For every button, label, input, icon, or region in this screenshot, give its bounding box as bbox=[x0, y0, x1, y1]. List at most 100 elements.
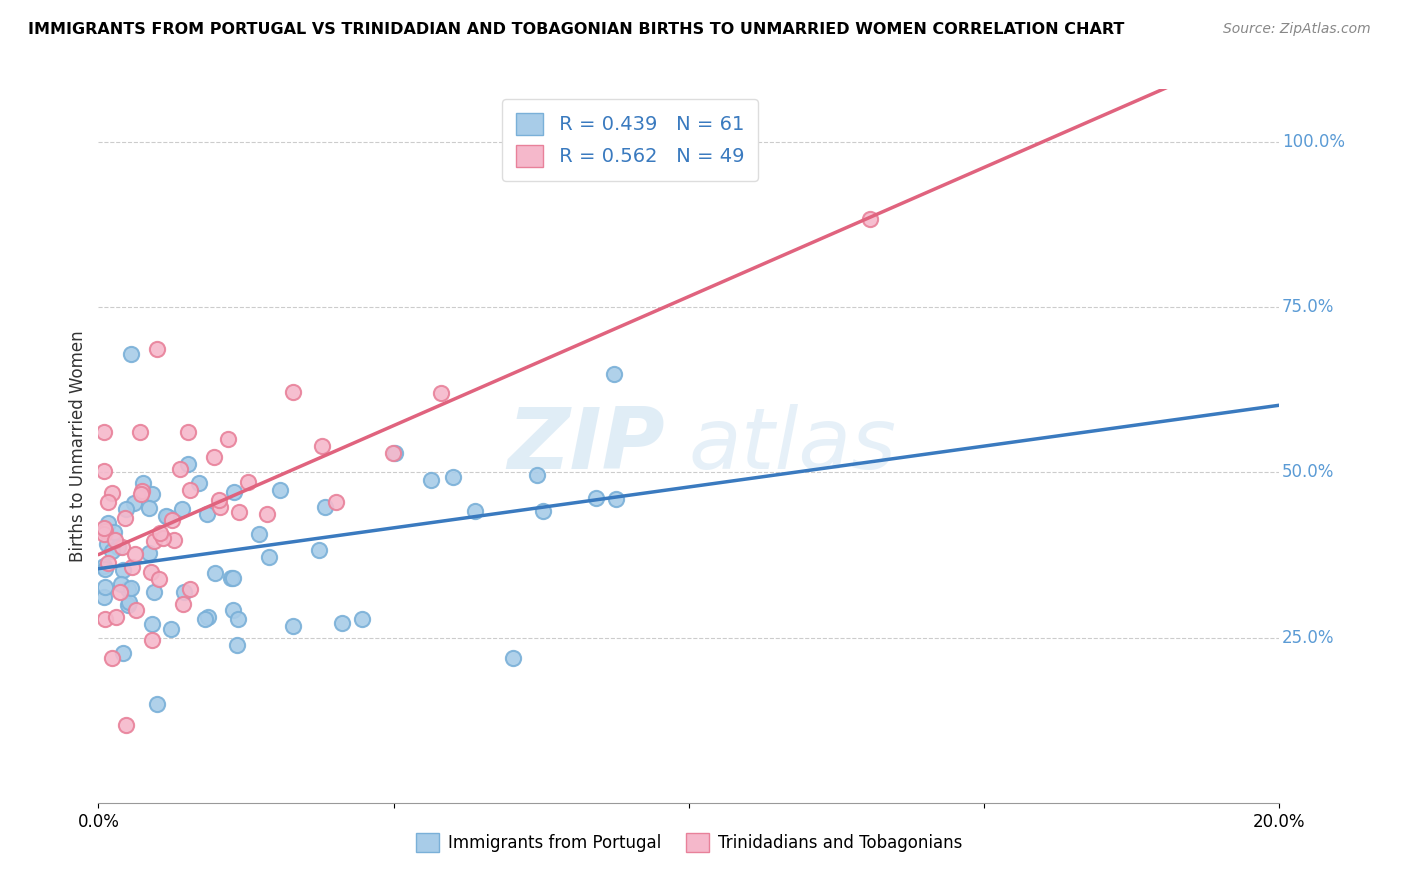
Point bbox=[107, 540, 129, 554]
Point bbox=[281, 619, 304, 633]
Point bbox=[247, 526, 270, 541]
Point bbox=[160, 622, 183, 636]
Point bbox=[101, 544, 124, 558]
Point bbox=[384, 446, 406, 460]
Point bbox=[311, 439, 333, 453]
Point bbox=[197, 610, 219, 624]
Point bbox=[169, 462, 191, 476]
Point bbox=[502, 651, 524, 665]
Point bbox=[173, 585, 195, 599]
Legend: Immigrants from Portugal, Trinidadians and Tobagonians: Immigrants from Portugal, Trinidadians a… bbox=[409, 826, 969, 859]
Point bbox=[325, 494, 347, 508]
Point bbox=[172, 597, 194, 611]
Point bbox=[93, 527, 115, 541]
Point bbox=[115, 717, 138, 731]
Point bbox=[202, 450, 225, 464]
Point bbox=[114, 510, 136, 524]
Point bbox=[117, 594, 139, 608]
Point bbox=[179, 582, 201, 596]
Point bbox=[314, 500, 336, 514]
Point bbox=[177, 457, 200, 471]
Point bbox=[163, 533, 186, 547]
Point bbox=[226, 612, 249, 626]
Point bbox=[94, 562, 117, 576]
Point bbox=[93, 465, 115, 479]
Text: 100.0%: 100.0% bbox=[1282, 133, 1344, 151]
Point bbox=[155, 508, 177, 523]
Point bbox=[117, 582, 139, 597]
Point bbox=[149, 526, 172, 541]
Point bbox=[112, 646, 135, 660]
Point bbox=[96, 537, 118, 551]
Point bbox=[228, 504, 250, 518]
Text: Source: ZipAtlas.com: Source: ZipAtlas.com bbox=[1223, 22, 1371, 37]
Text: 25.0%: 25.0% bbox=[1282, 629, 1334, 647]
Point bbox=[179, 483, 201, 498]
Text: 75.0%: 75.0% bbox=[1282, 298, 1334, 317]
Point bbox=[217, 433, 239, 447]
Point bbox=[125, 603, 148, 617]
Point bbox=[120, 581, 142, 595]
Y-axis label: Births to Unmarried Women: Births to Unmarried Women bbox=[69, 330, 87, 562]
Point bbox=[131, 476, 153, 491]
Point bbox=[603, 367, 626, 381]
Point bbox=[464, 504, 486, 518]
Point bbox=[141, 486, 163, 500]
Point bbox=[382, 446, 405, 460]
Point bbox=[441, 469, 464, 483]
Point bbox=[605, 491, 627, 506]
Point bbox=[156, 509, 179, 524]
Point bbox=[138, 500, 160, 515]
Point bbox=[219, 572, 242, 586]
Point bbox=[94, 580, 117, 594]
Point bbox=[105, 610, 128, 624]
Point bbox=[352, 612, 374, 626]
Point bbox=[859, 212, 882, 227]
Point bbox=[585, 491, 607, 505]
Point bbox=[526, 468, 548, 483]
Point bbox=[93, 590, 115, 604]
Point bbox=[162, 513, 184, 527]
Point bbox=[94, 524, 117, 538]
Point bbox=[120, 347, 142, 361]
Point bbox=[256, 507, 278, 521]
Point bbox=[97, 494, 120, 508]
Point bbox=[148, 572, 170, 586]
Point bbox=[142, 584, 165, 599]
Point bbox=[93, 559, 115, 574]
Point bbox=[108, 584, 131, 599]
Point bbox=[129, 425, 152, 440]
Point bbox=[117, 598, 139, 612]
Point bbox=[222, 603, 245, 617]
Point bbox=[141, 565, 163, 579]
Point bbox=[146, 342, 169, 356]
Point bbox=[131, 483, 153, 498]
Point bbox=[115, 502, 138, 516]
Point bbox=[141, 632, 163, 647]
Point bbox=[195, 507, 218, 521]
Point bbox=[430, 386, 453, 401]
Text: atlas: atlas bbox=[689, 404, 897, 488]
Point bbox=[97, 516, 120, 530]
Point bbox=[112, 563, 135, 577]
Point bbox=[111, 540, 134, 554]
Point bbox=[269, 483, 291, 497]
Point bbox=[170, 502, 193, 516]
Point bbox=[94, 612, 117, 626]
Point bbox=[236, 475, 259, 489]
Point bbox=[194, 612, 217, 626]
Point bbox=[308, 542, 330, 557]
Point bbox=[129, 487, 152, 501]
Point bbox=[222, 571, 245, 585]
Point bbox=[330, 616, 353, 631]
Point bbox=[103, 524, 125, 539]
Text: IMMIGRANTS FROM PORTUGAL VS TRINIDADIAN AND TOBAGONIAN BIRTHS TO UNMARRIED WOMEN: IMMIGRANTS FROM PORTUGAL VS TRINIDADIAN … bbox=[28, 22, 1125, 37]
Point bbox=[176, 425, 198, 439]
Point bbox=[208, 493, 231, 508]
Point bbox=[257, 549, 280, 564]
Point bbox=[104, 533, 127, 548]
Point bbox=[225, 638, 247, 652]
Point bbox=[142, 533, 165, 548]
Point bbox=[141, 616, 163, 631]
Point bbox=[204, 566, 226, 580]
